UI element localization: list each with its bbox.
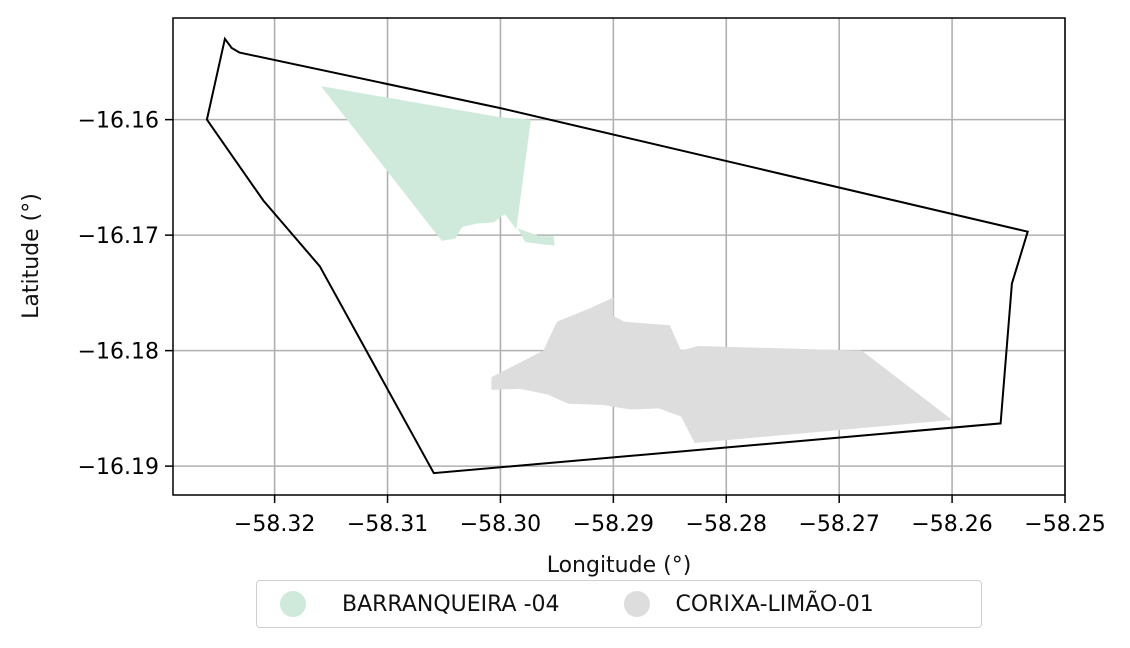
y-tick-label-3: −16.19 [78,455,159,480]
x-tick-label-2: −58.30 [460,512,541,537]
regions [320,86,953,443]
x-tick-label-5: −58.27 [798,512,879,537]
region-0-polygon-1 [517,228,555,246]
y-tick-label-1: −16.17 [78,224,159,249]
y-tick-label-2: −16.18 [78,340,159,365]
legend-marker-corixa-limao [623,591,650,617]
x-tick-label-3: −58.29 [573,512,654,537]
region-1-polygon-0 [491,297,953,443]
legend-label-corixa-limao: CORIXA-LIMÃO-01 [675,591,874,617]
legend-item-barranqueira: BARRANQUEIRA -04 [280,581,560,627]
plot-frame [172,17,1066,496]
legend: BARRANQUEIRA -04 CORIXA-LIMÃO-01 [256,580,982,628]
x-axis-label: Longitude (°) [547,553,692,578]
y-tick-label-0: −16.16 [78,109,159,134]
legend-label-barranqueira: BARRANQUEIRA -04 [342,591,560,617]
legend-item-corixa-limao: CORIXA-LIMÃO-01 [623,581,874,627]
x-axis: −58.32 −58.31 −58.30 −58.29 −58.28 −58.27 −58.… [234,495,1106,537]
x-tick-label-6: −58.26 [911,512,992,537]
legend-marker-barranqueira [280,591,306,617]
boundary-outline [205,36,1029,475]
x-tick-label-7: −58.25 [1024,512,1105,537]
grid [173,18,1066,495]
y-axis: −16.16 −16.17 −16.18 −16.19 [78,109,173,480]
x-tick-label-4: −58.28 [686,512,767,537]
x-tick-label-0: −58.32 [234,512,315,537]
x-tick-label-1: −58.31 [347,512,428,537]
y-axis-label: Latitude (°) [19,193,44,319]
region-0-polygon-0 [320,86,531,241]
